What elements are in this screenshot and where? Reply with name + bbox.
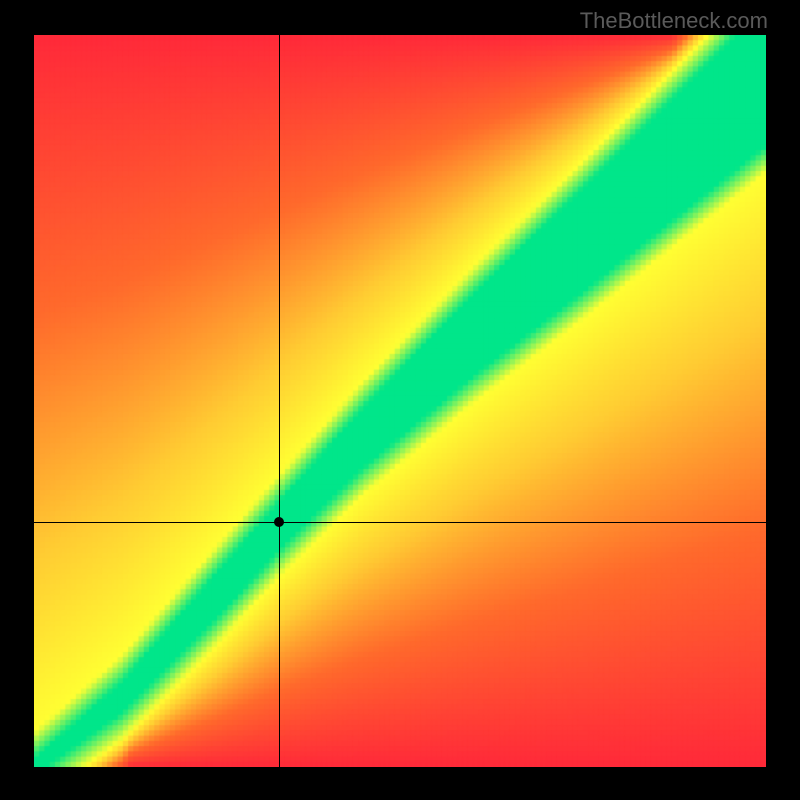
- watermark-text: TheBottleneck.com: [580, 8, 768, 34]
- crosshair-vertical: [279, 35, 280, 767]
- heatmap-canvas: [34, 35, 766, 767]
- intersection-marker: [274, 517, 284, 527]
- plot-area: [34, 35, 766, 767]
- crosshair-horizontal: [34, 522, 766, 523]
